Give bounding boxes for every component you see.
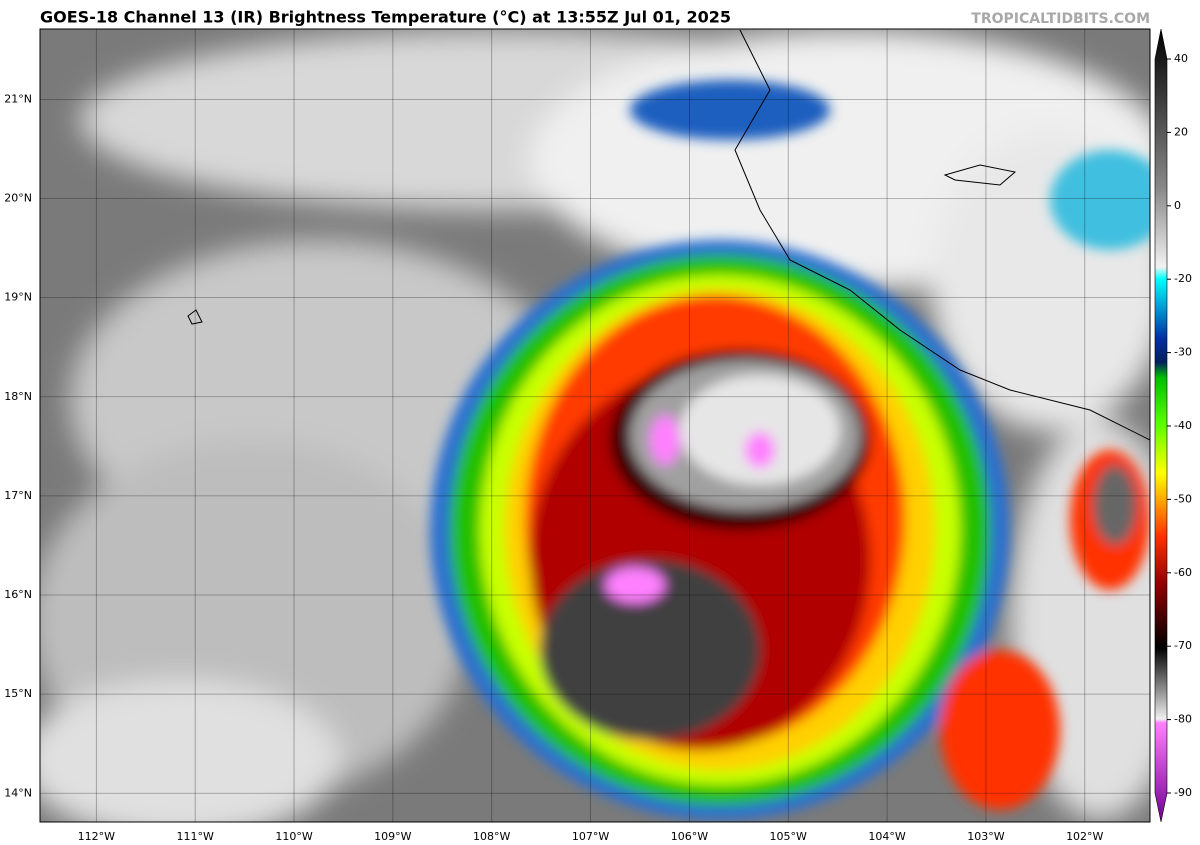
- colorbar-tick-label: -40: [1174, 419, 1192, 432]
- colorbar-tick-label: -50: [1174, 492, 1192, 505]
- x-tick-label: 105°W: [770, 830, 807, 843]
- colorbar: [1154, 28, 1168, 823]
- y-tick-label: 19°N: [4, 291, 32, 304]
- y-tick-label: 15°N: [4, 687, 32, 700]
- title: GOES-18 Channel 13 (IR) Brightness Tempe…: [40, 8, 731, 27]
- colorbar-tick-label: -30: [1174, 346, 1192, 359]
- x-tick-label: 103°W: [967, 830, 1004, 843]
- x-tick-label: 109°W: [374, 830, 411, 843]
- colorbar-tick-label: -80: [1174, 713, 1192, 726]
- x-tick-label: 112°W: [78, 830, 115, 843]
- x-tick-label: 110°W: [275, 830, 312, 843]
- satellite-image: [40, 29, 1150, 822]
- map-frame: [39, 28, 1151, 823]
- colorbar-tick-label: 0: [1174, 199, 1181, 212]
- colorbar-tick-label: 20: [1174, 125, 1188, 138]
- colorbar-tick-label: 40: [1174, 52, 1188, 65]
- x-tick-label: 107°W: [572, 830, 609, 843]
- x-tick-label: 108°W: [473, 830, 510, 843]
- x-tick-label: 102°W: [1066, 830, 1103, 843]
- y-tick-label: 18°N: [4, 390, 32, 403]
- y-tick-label: 16°N: [4, 588, 32, 601]
- y-tick-label: 14°N: [4, 786, 32, 799]
- y-tick-label: 17°N: [4, 489, 32, 502]
- y-tick-label: 20°N: [4, 192, 32, 205]
- watermark: TROPICALTIDBITS.COM: [971, 11, 1150, 27]
- colorbar-tick-label: -90: [1174, 786, 1192, 799]
- y-tick-label: 21°N: [4, 92, 32, 105]
- x-tick-label: 106°W: [671, 830, 708, 843]
- x-tick-label: 104°W: [868, 830, 905, 843]
- colorbar-tick-label: -60: [1174, 566, 1192, 579]
- colorbar-tick-label: -20: [1174, 272, 1192, 285]
- x-tick-label: 111°W: [176, 830, 213, 843]
- colorbar-tick-label: -70: [1174, 639, 1192, 652]
